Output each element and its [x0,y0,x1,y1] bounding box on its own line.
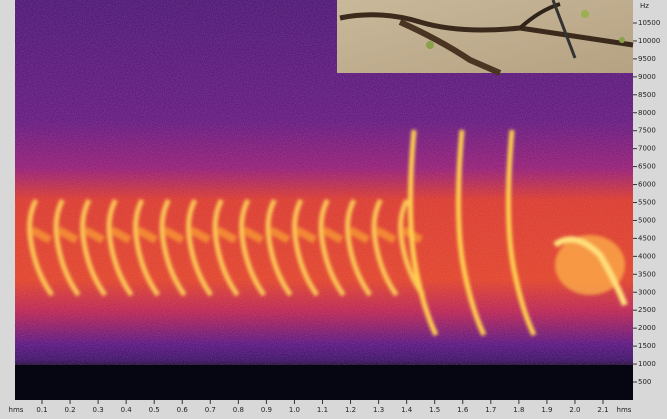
x-tick-label: 1.0 [289,406,300,414]
y-tick-label: 1500 [638,342,656,350]
y-tick-label: 10000 [638,37,660,45]
y-tick-label: 9500 [638,55,656,63]
y-tick-label: 10500 [638,19,660,27]
x-tick-label: 0.2 [64,406,75,414]
x-tick-label: 0.8 [233,406,244,414]
x-tick-label: 2.1 [597,406,608,414]
x-tick-label: 0.5 [149,406,160,414]
x-tick-label: 1.9 [541,406,552,414]
x-tick-label: 1.7 [485,406,496,414]
spectrogram-window: Hz hms hms 10500 10000 9500 9000 8500 8000 750… [0,0,667,419]
frequency-unit: Hz [640,2,649,10]
y-tick-label: 6500 [638,163,656,171]
x-tick-label: 2.0 [569,406,580,414]
x-tick-label: 0.9 [261,406,272,414]
x-tick-label: 1.4 [401,406,413,414]
y-tick-label: 5500 [638,199,656,207]
x-tick-label: 0.1 [36,406,47,414]
time-unit-left: hms [9,406,24,414]
y-tick-label: 2000 [638,324,656,332]
x-tick-label: 1.5 [429,406,440,414]
x-tick-label: 0.4 [121,406,133,414]
x-tick-label: 1.3 [373,406,384,414]
y-tick-label: 500 [638,378,651,386]
y-tick-label: 7500 [638,127,656,135]
y-tick-label: 5000 [638,216,656,224]
y-tick-label: 3500 [638,270,656,278]
x-tick-label: 1.6 [457,406,469,414]
x-tick-label: 1.2 [345,406,356,414]
x-tick-label: 1.1 [317,406,328,414]
x-tick-label: 0.6 [177,406,189,414]
x-tick-label: 1.8 [513,406,524,414]
y-tick-label: 3000 [638,288,656,296]
x-tick-label: 0.7 [205,406,216,414]
photo-inset [337,0,633,73]
y-tick-label: 7000 [638,145,656,153]
y-tick-label: 4500 [638,234,656,242]
y-tick-label: 1000 [638,360,656,368]
y-tick-label: 8500 [638,91,656,99]
y-tick-label: 9000 [638,73,656,81]
y-tick-label: 8000 [638,109,656,117]
time-unit-right: hms [617,406,632,414]
y-tick-label: 6000 [638,181,656,189]
x-tick-label: 0.3 [93,406,104,414]
y-tick-label: 2500 [638,306,656,314]
y-tick-label: 4000 [638,252,656,260]
